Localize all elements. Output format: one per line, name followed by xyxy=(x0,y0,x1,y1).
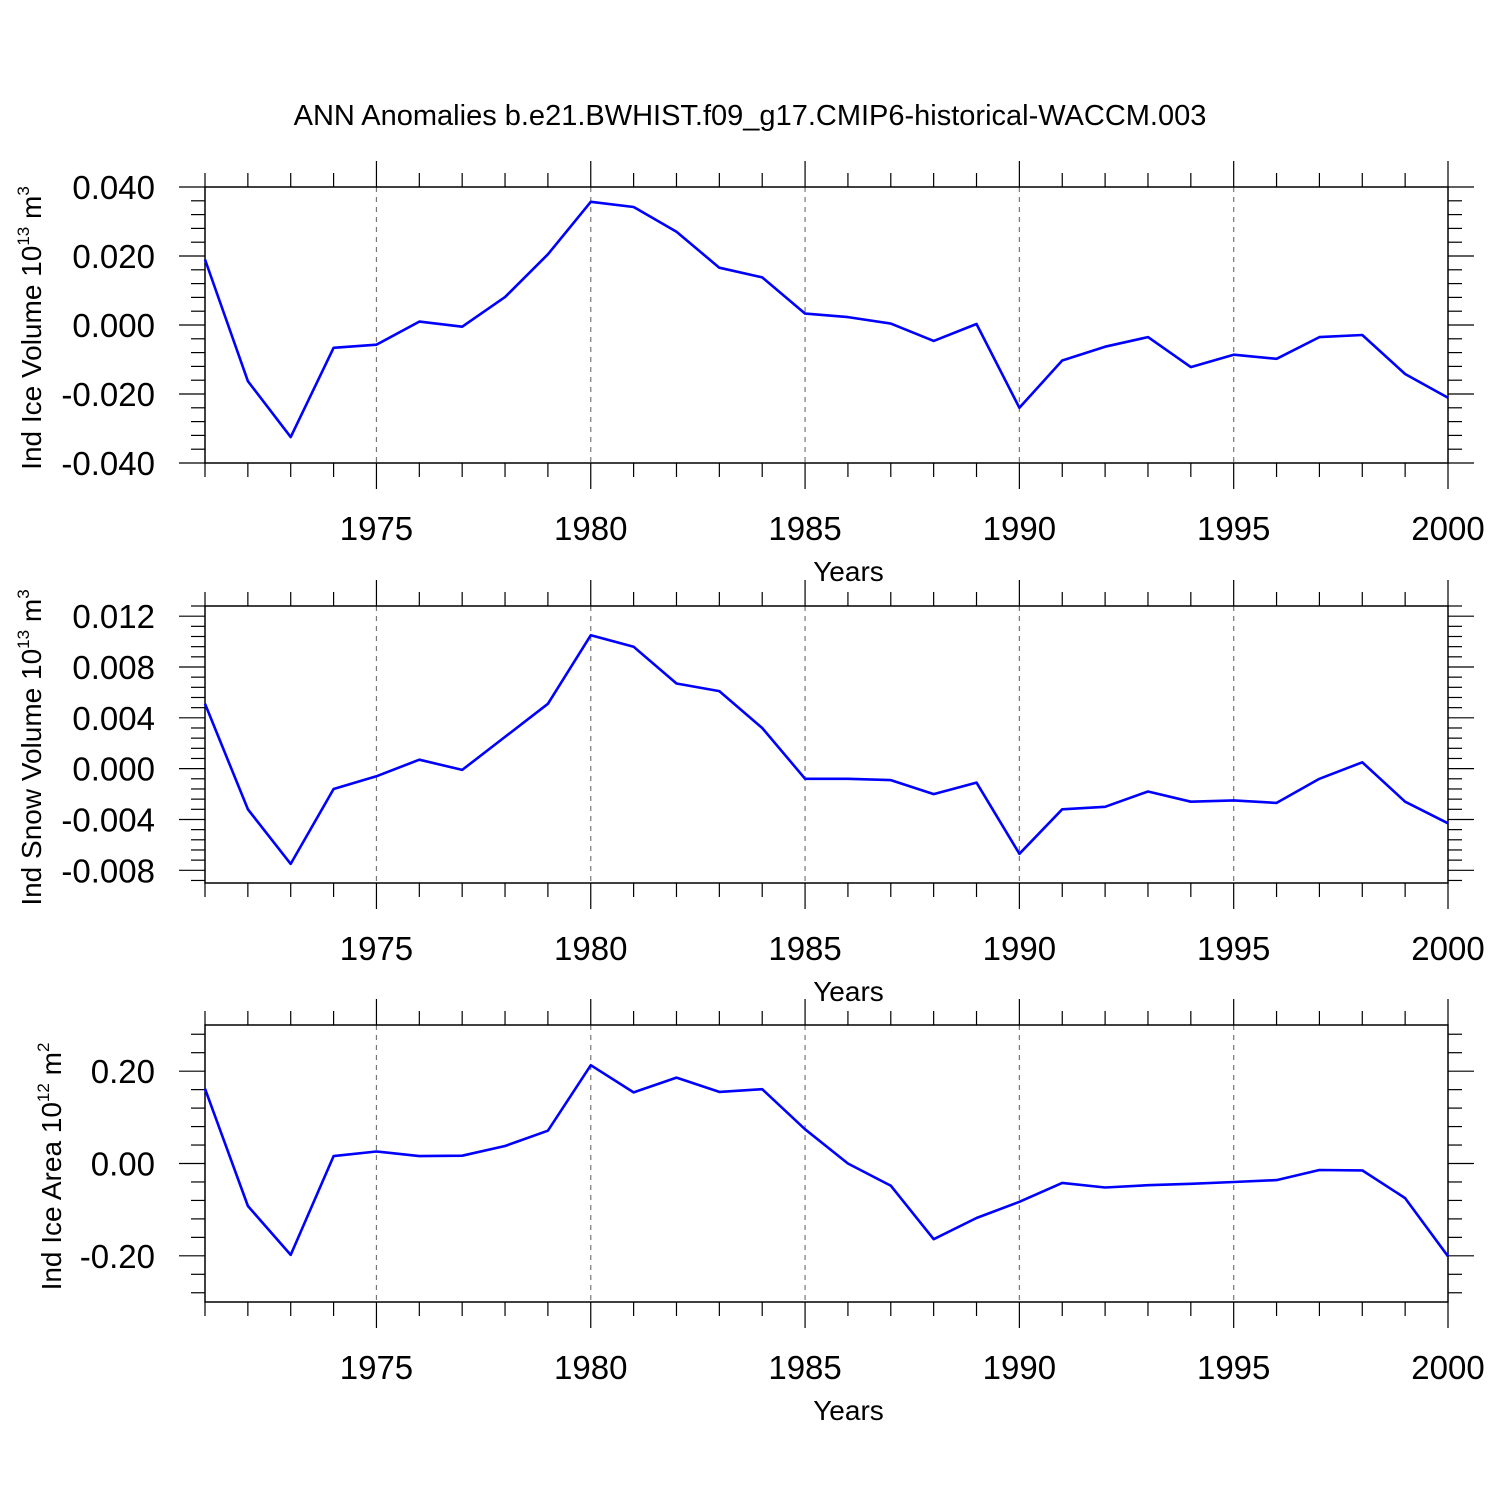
y-axis-label-superscript: 3 xyxy=(14,186,33,195)
y-tick-label: -0.008 xyxy=(61,852,155,889)
x-tick-label: 1985 xyxy=(768,1349,841,1386)
y-axis-label-superscript: 3 xyxy=(14,589,33,598)
y-tick-label: 0.000 xyxy=(72,751,155,788)
y-tick-label: 0.012 xyxy=(72,598,155,635)
x-axis-label: Years xyxy=(813,556,884,587)
x-tick-label: 2000 xyxy=(1411,930,1484,967)
y-tick-label: -0.004 xyxy=(61,801,155,838)
x-tick-label: 1975 xyxy=(340,510,413,547)
series-line xyxy=(203,633,1449,866)
chart-title: ANN Anomalies b.e21.BWHIST.f09_g17.CMIP6… xyxy=(294,100,1207,132)
x-tick-label: 1990 xyxy=(983,510,1056,547)
y-axis-label-part: Ind Ice Area 10 xyxy=(36,1102,67,1290)
chart-panel-1: 0.040 0.020 0.000 -0.020 -0.040 1975 1980 1985 1… xyxy=(14,161,1485,587)
x-tick-label: 1980 xyxy=(554,1349,627,1386)
y-tick-label: -0.020 xyxy=(61,376,155,413)
y-axis-label-part: Ind Snow Volume 10 xyxy=(16,649,47,906)
y-tick-label: 0.20 xyxy=(91,1053,155,1090)
y-axis-label-superscript: 12 xyxy=(34,1083,53,1102)
x-tick-label: 1985 xyxy=(768,930,841,967)
series-line xyxy=(203,1063,1450,1258)
y-axis-label: Ind Snow Volume 1013 m3 xyxy=(14,589,47,905)
x-tick-label: 1980 xyxy=(554,510,627,547)
x-tick-label: 1995 xyxy=(1197,1349,1270,1386)
y-tick-label: 0.040 xyxy=(72,169,155,206)
y-axis-label: Ind Ice Volume 1013 m3 xyxy=(14,186,47,470)
y-axis-label-superscript: 2 xyxy=(34,1043,53,1052)
y-tick-label: 0.020 xyxy=(72,238,155,275)
plot-frame xyxy=(204,186,1449,464)
y-axis-label-part: m xyxy=(16,599,47,630)
y-tick-label: -0.20 xyxy=(80,1238,155,1275)
x-axis-label: Years xyxy=(813,976,884,1007)
chart-panel-2: 0.012 0.008 0.004 0.000 -0.004 -0.008 1975 1980… xyxy=(14,580,1485,1007)
x-tick-label: 1990 xyxy=(983,1349,1056,1386)
x-axis-label: Years xyxy=(813,1395,884,1426)
x-tick-label: 1985 xyxy=(768,510,841,547)
y-axis-label-superscript: 13 xyxy=(14,227,33,246)
x-tick-label: 1975 xyxy=(340,930,413,967)
x-tick-label: 2000 xyxy=(1411,1349,1484,1386)
y-axis-label: Ind Ice Area 1012 m2 xyxy=(34,1043,67,1291)
y-tick-label: -0.040 xyxy=(61,445,155,482)
chart-panel-3: 0.20 0.00 -0.20 1975 1980 1985 1990 1995 2000 Yea… xyxy=(34,999,1485,1426)
y-tick-label: 0.000 xyxy=(72,307,155,344)
plot-frame xyxy=(204,605,1449,884)
plot-frame xyxy=(204,1024,1449,1303)
x-tick-label: 1995 xyxy=(1197,930,1270,967)
x-tick-label: 1995 xyxy=(1197,510,1270,547)
y-axis-label-part: m xyxy=(36,1052,67,1083)
series-line xyxy=(203,200,1449,439)
y-axis-label-superscript: 13 xyxy=(14,630,33,649)
x-tick-label: 1980 xyxy=(554,930,627,967)
x-tick-label: 2000 xyxy=(1411,510,1484,547)
y-tick-label: 0.004 xyxy=(72,700,155,737)
y-axis-label-part: m xyxy=(16,196,47,227)
y-axis-label-part: Ind Ice Volume 10 xyxy=(16,246,47,470)
y-tick-label: 0.008 xyxy=(72,649,155,686)
x-tick-label: 1975 xyxy=(340,1349,413,1386)
x-tick-label: 1990 xyxy=(983,930,1056,967)
y-tick-label: 0.00 xyxy=(91,1146,155,1183)
